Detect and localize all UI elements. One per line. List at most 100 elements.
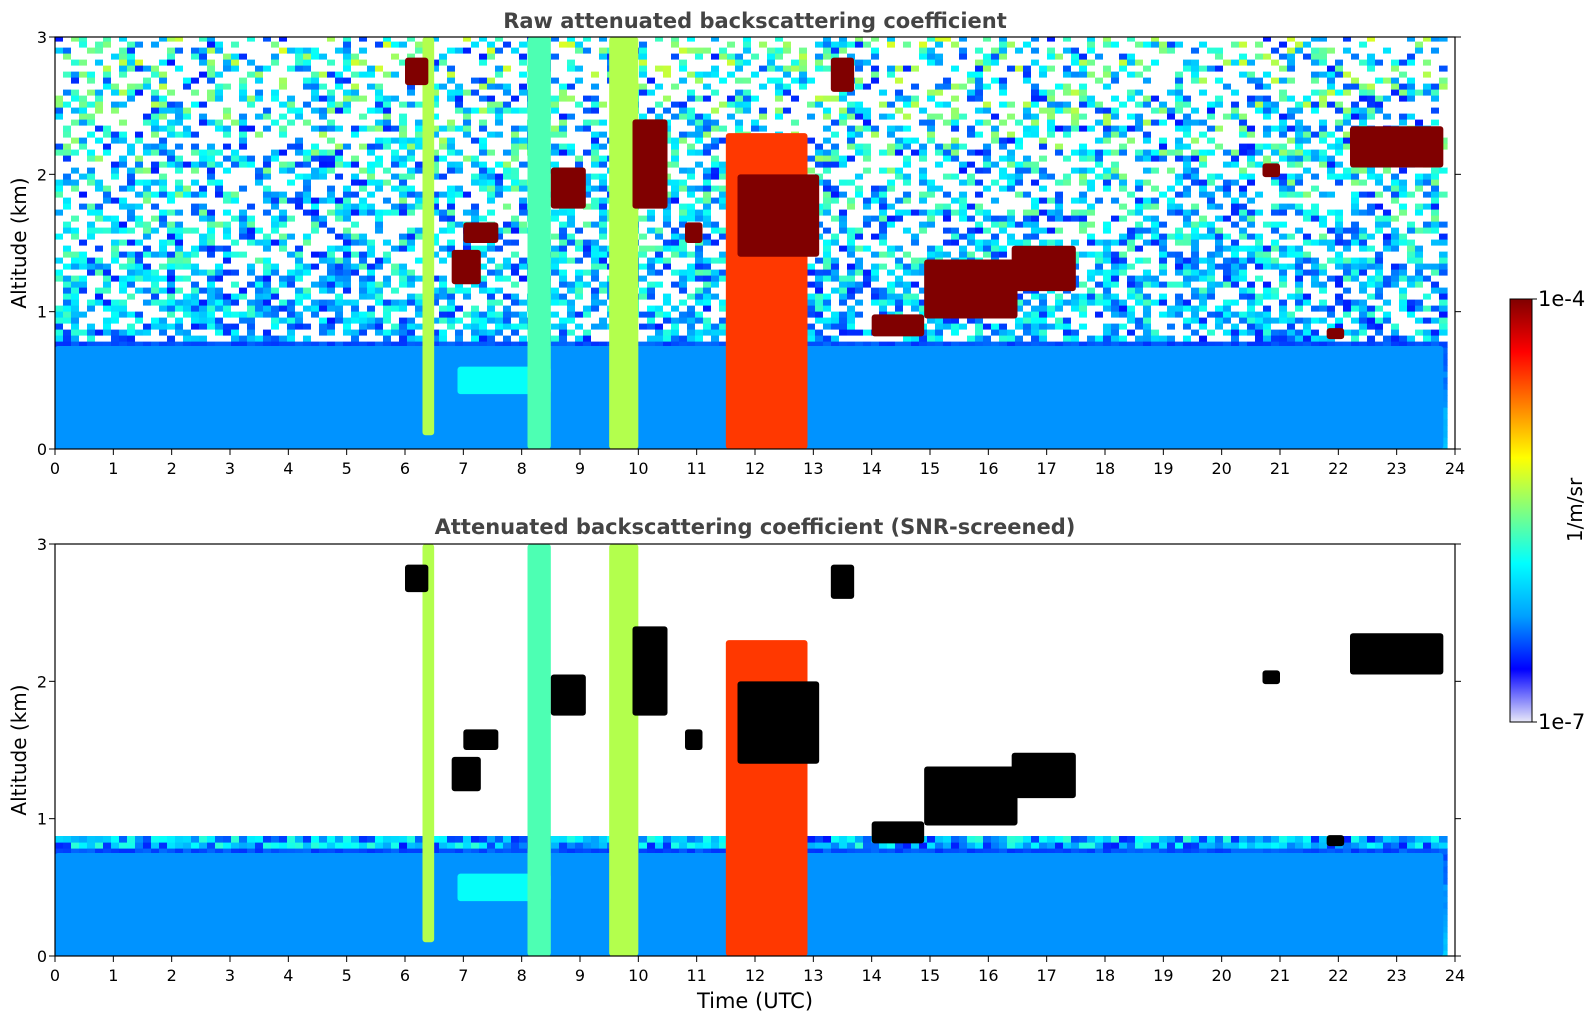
background-cell [119,89,128,96]
background-cell [375,311,384,318]
background-cell [311,125,320,132]
background-cell [479,89,488,96]
background-cell [151,125,160,132]
background-cell [247,89,256,96]
background-cell [487,113,496,120]
background-cell [463,137,472,144]
background-cell [119,299,128,306]
background-cell [351,101,360,108]
background-cell [119,179,128,186]
background-cell [343,149,352,156]
background-cell [391,173,400,180]
background-cell [175,293,184,300]
background-cell [375,119,384,126]
background-cell [415,299,424,306]
background-cell [79,59,88,66]
background-cell [399,107,408,114]
background-cell [567,215,576,222]
background-cell [455,53,464,60]
background-cell [311,341,320,348]
background-cell [359,101,368,108]
background-cell [79,167,88,174]
background-cell [87,179,96,186]
background-cell [231,245,240,252]
background-cell [231,221,240,228]
background-cell [287,305,296,312]
background-cell [519,131,528,138]
background-cell [207,257,216,264]
background-cell [559,161,568,168]
background-cell [167,83,176,90]
background-cell [111,71,120,78]
background-cell [271,95,280,102]
background-cell [327,341,336,348]
background-cell [335,251,344,258]
background-cell [567,65,576,72]
background-cell [295,59,304,66]
background-cell [167,37,176,42]
background-cell [95,317,104,324]
background-cell [343,107,352,114]
background-cell [55,185,64,192]
background-cell [439,293,448,300]
background-cell [239,71,248,78]
background-cell [343,77,352,84]
background-cell [519,275,528,282]
background-cell [375,281,384,288]
background-cell [215,269,224,276]
background-cell [367,215,376,222]
background-cell [175,263,184,270]
background-cell [239,233,248,240]
background-cell [439,37,448,42]
background-cell [327,251,336,258]
background-cell [303,77,312,84]
background-cell [319,179,328,186]
background-cell [231,293,240,300]
background-cell [143,305,152,312]
background-cell [143,209,152,216]
background-cell [399,53,408,60]
background-cell [295,263,304,270]
background-cell [183,305,192,312]
background-cell [239,245,248,252]
background-cell [111,317,120,324]
background-cell [343,329,352,336]
background-cell [375,275,384,282]
background-cell [319,167,328,174]
background-cell [167,95,176,102]
background-cell [167,323,176,330]
background-cell [575,161,584,168]
background-cell [439,125,448,132]
background-cell [367,269,376,276]
background-cell [383,149,392,156]
background-cell [319,299,328,306]
background-cell [295,299,304,306]
background-cell [87,65,96,72]
background-cell [175,113,184,120]
background-cell [359,107,368,114]
background-cell [455,137,464,144]
background-cell [279,167,288,174]
background-cell [239,341,248,348]
background-cell [399,59,408,66]
background-cell [167,179,176,186]
background-cell [279,209,288,216]
background-cell [479,269,488,276]
background-cell [279,101,288,108]
background-cell [215,65,224,72]
background-cell [319,137,328,144]
background-cell [567,131,576,138]
background-cell [303,227,312,234]
background-cell [103,65,112,72]
background-cell [415,197,424,204]
background-cell [303,233,312,240]
background-cell [479,59,488,66]
background-cell [71,329,80,336]
background-cell [479,41,488,48]
background-cell [143,173,152,180]
background-cell [255,53,264,60]
background-cell [367,71,376,78]
background-cell [127,335,136,342]
background-cell [95,311,104,318]
background-cell [167,119,176,126]
